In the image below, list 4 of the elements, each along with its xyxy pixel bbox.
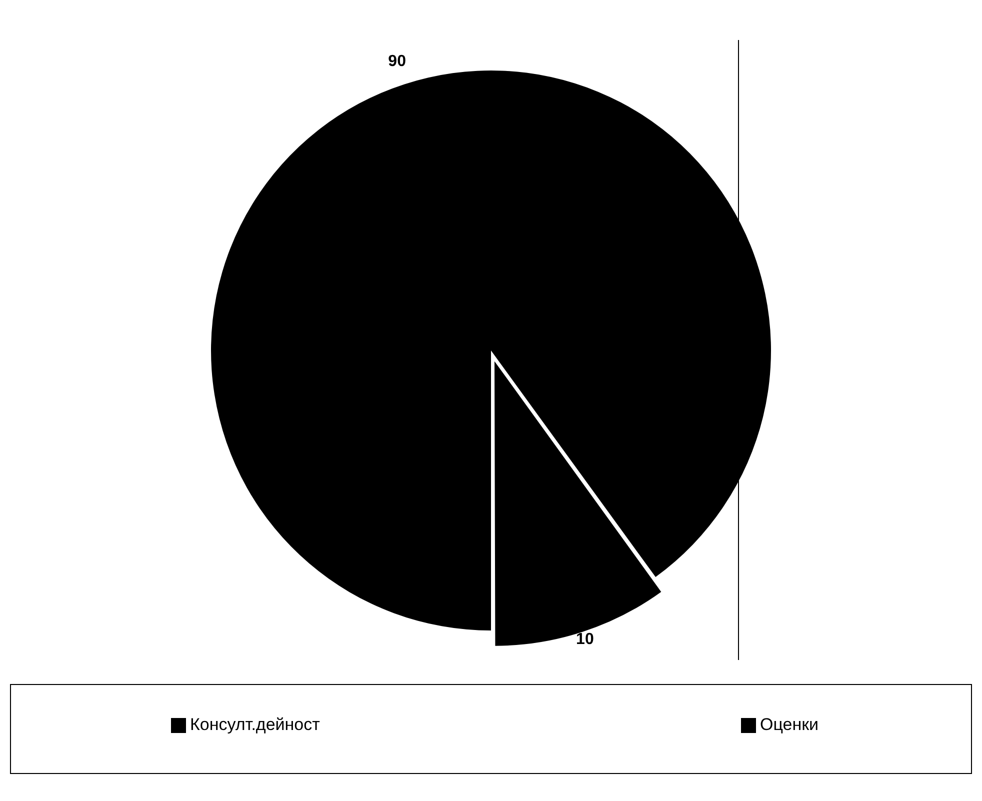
data-label: 10 [576,631,594,648]
data-label: 90 [388,52,406,70]
legend-label: Консулт.дейност [190,715,320,735]
legend-label: Оценки [760,715,819,735]
